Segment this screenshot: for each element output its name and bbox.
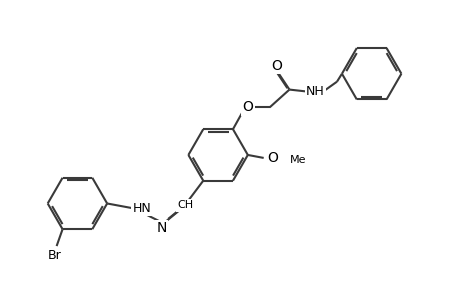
Text: HN: HN xyxy=(132,202,151,215)
Text: CH: CH xyxy=(177,200,193,211)
Text: NH: NH xyxy=(305,85,324,98)
Text: O: O xyxy=(270,59,281,73)
Text: Me: Me xyxy=(289,155,305,165)
Text: Br: Br xyxy=(48,250,62,262)
Text: O: O xyxy=(267,151,277,165)
Text: O: O xyxy=(242,100,253,114)
Text: N: N xyxy=(156,221,167,235)
